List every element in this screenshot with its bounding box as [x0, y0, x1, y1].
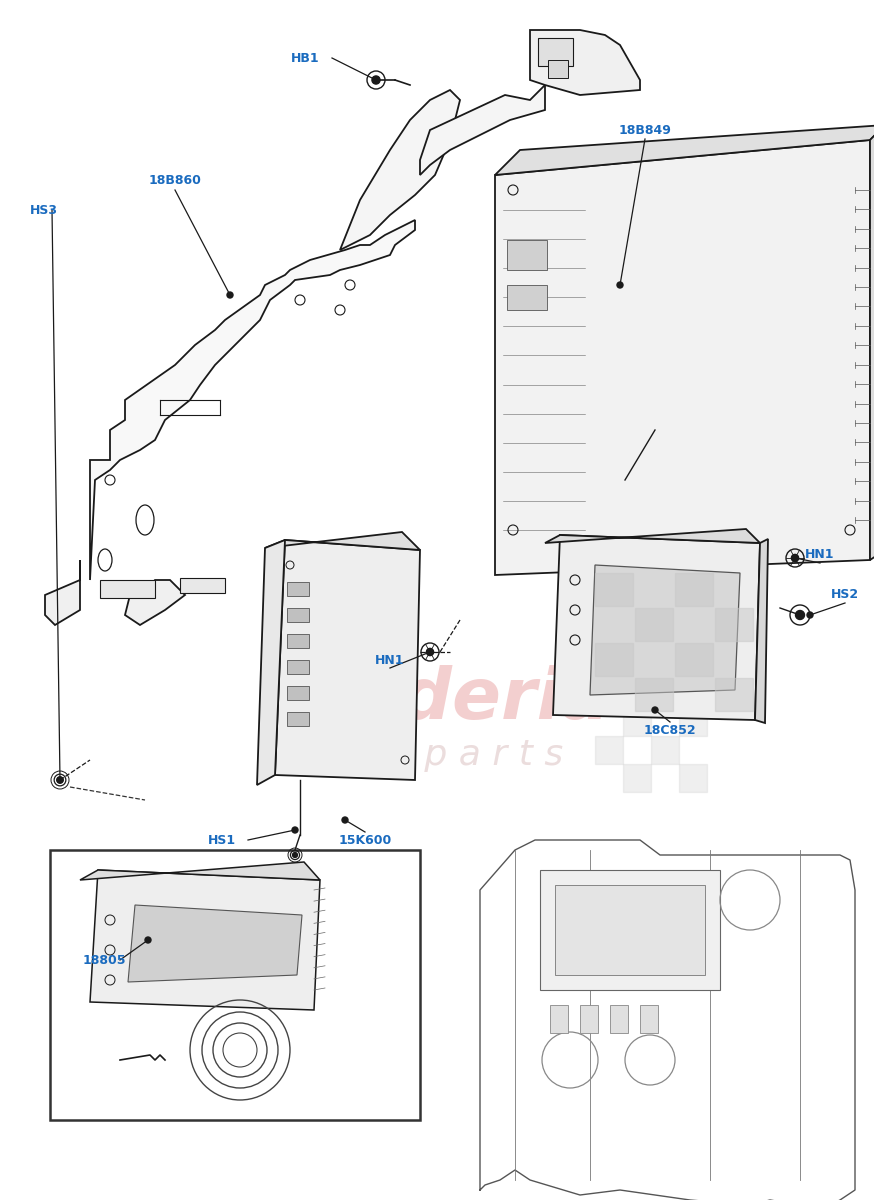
Text: c a r   p a r t s: c a r p a r t s: [310, 738, 564, 772]
Polygon shape: [530, 30, 640, 95]
Bar: [675, 643, 713, 676]
Bar: [287, 686, 309, 700]
Circle shape: [427, 648, 434, 655]
Circle shape: [792, 554, 798, 560]
Circle shape: [293, 852, 297, 858]
Bar: [635, 678, 673, 710]
Polygon shape: [80, 862, 320, 880]
Text: HS3: HS3: [30, 204, 58, 216]
Bar: [715, 678, 753, 710]
Bar: [623, 764, 651, 792]
Polygon shape: [545, 529, 760, 542]
Bar: [595, 572, 633, 606]
Bar: [538, 38, 573, 66]
Bar: [610, 1006, 628, 1033]
Bar: [595, 736, 623, 764]
Circle shape: [795, 611, 804, 619]
Polygon shape: [257, 540, 285, 785]
Circle shape: [807, 612, 813, 618]
Circle shape: [145, 937, 151, 943]
Circle shape: [342, 817, 348, 823]
Circle shape: [227, 292, 233, 298]
Bar: [675, 572, 713, 606]
Polygon shape: [553, 535, 760, 720]
Bar: [50, 850, 420, 1120]
Circle shape: [57, 776, 63, 784]
Circle shape: [427, 649, 433, 655]
Polygon shape: [45, 560, 80, 625]
Text: 18C852: 18C852: [643, 724, 697, 737]
Circle shape: [373, 77, 379, 83]
Text: HN1: HN1: [805, 548, 835, 562]
Bar: [580, 1006, 598, 1033]
Text: 15K600: 15K600: [338, 834, 392, 846]
Polygon shape: [265, 532, 420, 550]
Bar: [540, 870, 720, 990]
Polygon shape: [340, 90, 460, 250]
Bar: [180, 578, 225, 593]
Bar: [550, 1006, 568, 1033]
Text: HB1: HB1: [291, 52, 319, 65]
Text: 18B849: 18B849: [619, 124, 671, 137]
Text: scuderia: scuderia: [263, 666, 611, 734]
Circle shape: [372, 76, 380, 84]
Polygon shape: [590, 565, 740, 695]
Polygon shape: [495, 125, 874, 175]
Bar: [715, 608, 753, 641]
Text: 18805: 18805: [83, 954, 127, 966]
Bar: [287, 712, 309, 726]
Polygon shape: [128, 905, 302, 982]
Bar: [635, 608, 673, 641]
Circle shape: [652, 707, 658, 713]
Text: 18B860: 18B860: [149, 174, 201, 186]
Bar: [651, 736, 679, 764]
Bar: [287, 582, 309, 596]
Polygon shape: [420, 85, 545, 175]
Circle shape: [791, 554, 799, 562]
Bar: [651, 680, 679, 708]
Bar: [507, 284, 547, 310]
Bar: [679, 764, 707, 792]
Polygon shape: [870, 125, 874, 560]
Bar: [287, 634, 309, 648]
Bar: [555, 886, 705, 974]
Text: HS1: HS1: [208, 834, 236, 846]
Polygon shape: [125, 580, 185, 625]
Circle shape: [292, 827, 298, 833]
Bar: [595, 680, 623, 708]
Bar: [640, 1006, 658, 1033]
Bar: [287, 660, 309, 674]
Polygon shape: [275, 540, 420, 780]
Bar: [287, 608, 309, 622]
Polygon shape: [755, 539, 768, 722]
Circle shape: [617, 282, 623, 288]
Text: HS2: HS2: [831, 588, 859, 601]
Circle shape: [57, 778, 63, 782]
Bar: [100, 580, 155, 598]
Bar: [595, 643, 633, 676]
Polygon shape: [90, 220, 415, 580]
Polygon shape: [90, 870, 320, 1010]
Bar: [548, 60, 568, 78]
Bar: [623, 708, 651, 736]
Text: HN1: HN1: [375, 654, 405, 666]
Polygon shape: [495, 140, 870, 575]
Bar: [507, 240, 547, 270]
Bar: [679, 708, 707, 736]
